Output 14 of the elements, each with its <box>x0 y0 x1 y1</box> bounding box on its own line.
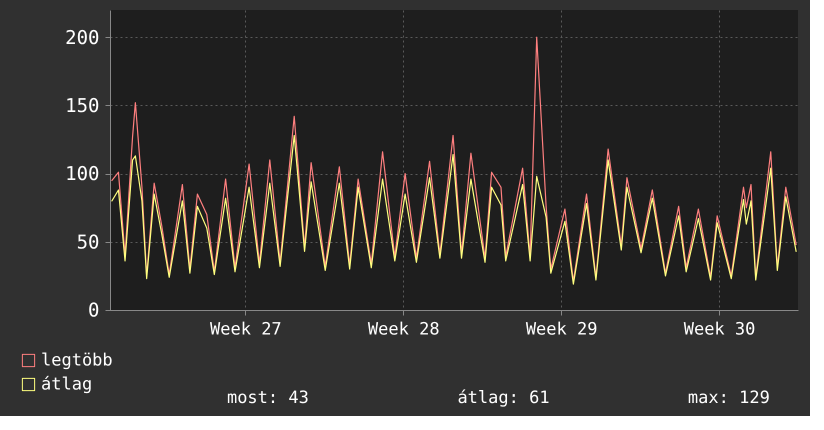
text: átlag: 61 <box>457 388 550 408</box>
y-tick-label: 200 <box>65 26 100 49</box>
legend-label: legtöbb <box>41 350 113 370</box>
y-tick-label: 150 <box>65 94 100 117</box>
text: max: 129 <box>688 388 770 408</box>
y-tick-label: 100 <box>65 163 100 186</box>
text: most: 43 <box>226 388 309 408</box>
x-tick-label: Week 28 <box>368 320 440 340</box>
y-tick-label: 50 <box>76 231 100 254</box>
legend-label: átlag <box>41 374 92 394</box>
x-tick-label: Week 30 <box>684 320 756 340</box>
y-tick-label: 0 <box>88 300 100 322</box>
x-tick-label: Week 27 <box>210 320 282 340</box>
x-tick-label: Week 29 <box>526 320 598 340</box>
